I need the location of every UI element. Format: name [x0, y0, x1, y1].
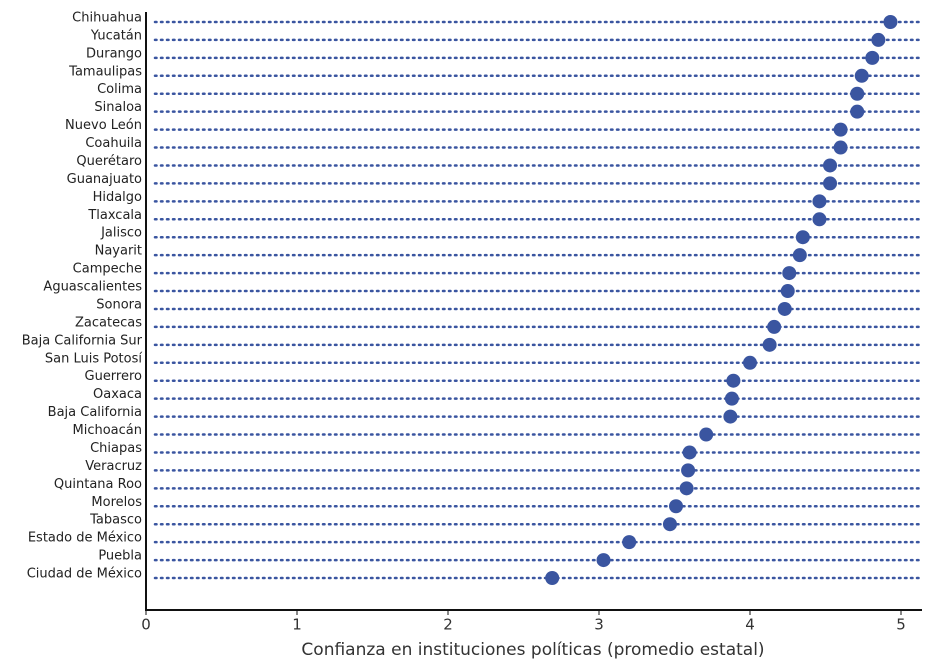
x-tick-label: 1 — [292, 616, 302, 634]
y-tick-label: Aguascalientes — [43, 280, 142, 295]
y-tick-label: San Luis Potosí — [45, 351, 143, 366]
dot — [823, 158, 838, 173]
dot — [833, 122, 848, 137]
y-tick-label: Hidalgo — [93, 190, 142, 205]
y-tick-label: Nuevo León — [65, 118, 142, 133]
y-tick-label: Querétaro — [76, 154, 142, 169]
x-axis-label: Confianza en instituciones políticas (pr… — [301, 640, 764, 660]
dot — [792, 248, 807, 263]
y-tick-label: Ciudad de México — [27, 567, 142, 582]
dot — [545, 571, 560, 585]
dot — [833, 140, 848, 155]
dot — [767, 319, 782, 334]
dot — [812, 212, 827, 227]
y-tick-label: Tlaxcala — [87, 208, 142, 223]
dot — [679, 481, 694, 496]
dot — [726, 373, 741, 388]
dot — [622, 535, 637, 550]
y-tick-label: Coahuila — [85, 136, 142, 151]
y-tick-label: Chiapas — [90, 441, 142, 456]
y-tick-label: Baja California — [48, 405, 142, 420]
x-tick-label: 3 — [594, 616, 604, 634]
dot — [795, 230, 810, 245]
y-tick-label: Yucatán — [90, 28, 142, 43]
dot — [762, 337, 777, 352]
y-tick-label: Sinaloa — [94, 100, 142, 115]
dot — [681, 463, 696, 478]
y-tick-label: Quintana Roo — [54, 477, 142, 492]
x-tick-label: 0 — [141, 616, 151, 634]
dot — [780, 284, 795, 299]
dot — [669, 499, 684, 514]
dot — [596, 553, 611, 568]
dot — [883, 15, 898, 29]
dot — [812, 194, 827, 209]
x-tick-label: 4 — [745, 616, 755, 634]
y-tick-label: Nayarit — [95, 244, 142, 259]
y-tick-label: Durango — [86, 46, 142, 61]
dot — [662, 517, 677, 532]
y-tick-label: Baja California Sur — [22, 333, 143, 348]
dot — [865, 50, 880, 65]
y-tick-label: Colima — [97, 82, 142, 97]
x-tick-label: 2 — [443, 616, 453, 634]
dot — [743, 355, 757, 370]
y-tick-label: Zacatecas — [75, 315, 142, 330]
dot — [854, 68, 869, 83]
y-tick-label: Jalisco — [100, 226, 142, 241]
dot — [871, 32, 886, 47]
y-tick-label: Campeche — [73, 262, 142, 277]
y-tick-label: Chihuahua — [72, 11, 142, 26]
y-tick-label: Morelos — [91, 495, 142, 510]
dot — [723, 409, 738, 424]
y-tick-label: Guerrero — [85, 369, 143, 384]
dot — [782, 266, 797, 281]
dot — [724, 391, 739, 406]
y-tick-label: Tabasco — [89, 513, 142, 528]
dot — [777, 301, 792, 316]
dot — [850, 86, 865, 101]
y-tick-label: Estado de México — [28, 531, 142, 546]
dot — [850, 104, 865, 119]
y-tick-label: Puebla — [98, 549, 142, 564]
y-tick-label: Sonora — [96, 297, 142, 312]
y-tick-label: Tamaulipas — [68, 64, 142, 79]
x-tick-label: 5 — [896, 616, 906, 634]
y-tick-label: Michoacán — [73, 423, 143, 438]
y-tick-label: Guanajuato — [67, 172, 142, 187]
y-tick-label: Veracruz — [85, 459, 142, 474]
dot — [823, 176, 838, 191]
y-tick-label: Oaxaca — [93, 387, 142, 402]
dot — [682, 445, 697, 460]
dot — [699, 427, 714, 442]
